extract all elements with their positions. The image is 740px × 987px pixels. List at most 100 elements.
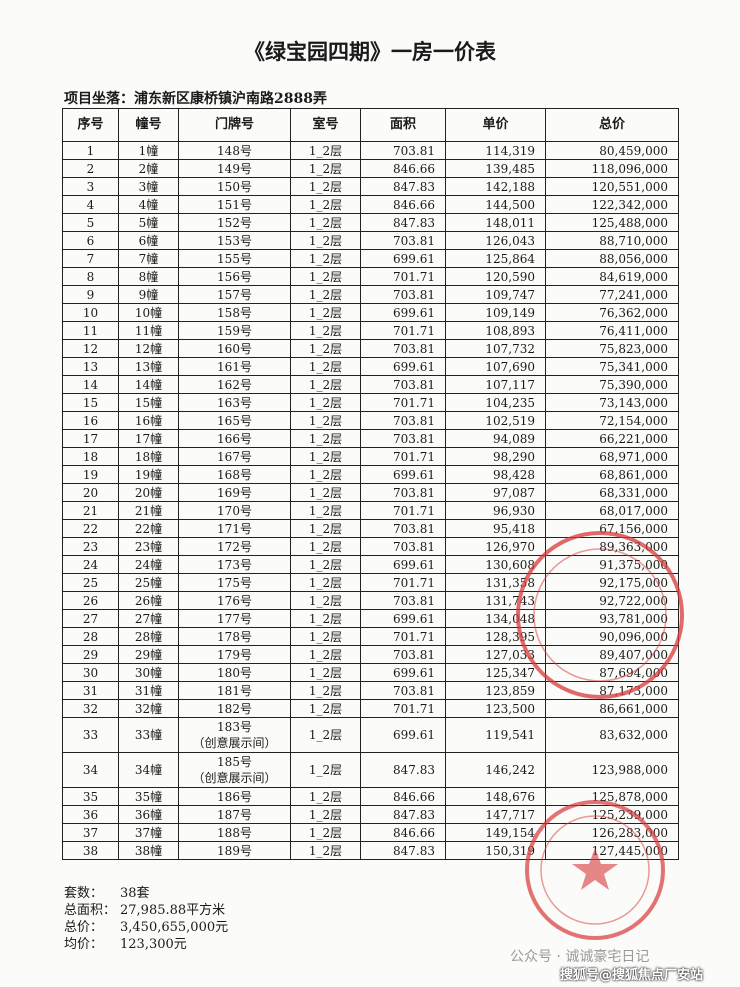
table-cell: 847.83	[360, 752, 446, 788]
table-cell: 6	[62, 231, 119, 250]
table-cell: 148,011	[445, 213, 546, 232]
summary-value: 3,450,655,000元	[120, 920, 229, 935]
table-cell: 16	[62, 411, 119, 430]
table-cell: 185号 （创意展示间）	[178, 752, 291, 788]
table-row: 27 27幢 177号 1_2层 699.61 134,048 93,781,000	[62, 609, 679, 628]
table-cell: 701.71	[360, 627, 446, 646]
table-cell: 125,864	[445, 249, 546, 268]
table-cell: 156号	[178, 267, 291, 286]
summary-value: 27,985.88平方米	[120, 903, 226, 918]
table-cell: 172号	[178, 537, 291, 556]
table-cell: 1_2层	[290, 501, 361, 520]
table-cell: 125,347	[445, 663, 546, 682]
table-cell: 699.61	[360, 663, 446, 682]
table-cell: 21幢	[118, 501, 179, 520]
table-cell: 68,017,000	[545, 501, 679, 520]
table-row: 31 31幢 181号 1_2层 703.81 123,859 87,173,000	[62, 681, 679, 700]
table-cell: 846.66	[360, 159, 446, 178]
table-cell: 120,551,000	[545, 177, 679, 196]
table-row: 14 14幢 162号 1_2层 703.81 107,117 75,390,000	[62, 375, 679, 394]
table-cell: 170号	[178, 501, 291, 520]
table-cell: 17幢	[118, 429, 179, 448]
table-cell: 703.81	[360, 429, 446, 448]
table-cell: 36	[62, 805, 119, 824]
table-cell: 123,500	[445, 699, 546, 718]
table-cell: 107,690	[445, 357, 546, 376]
table-cell: 66,221,000	[545, 429, 679, 448]
table-cell: 18	[62, 447, 119, 466]
table-cell: 36幢	[118, 805, 179, 824]
table-cell: 183号 （创意展示间）	[178, 717, 291, 753]
table-cell: 703.81	[360, 339, 446, 358]
table-cell: 24	[62, 555, 119, 574]
table-cell: 847.83	[360, 213, 446, 232]
header-cell: 幢号	[118, 108, 179, 142]
table-cell: 87,694,000	[545, 663, 679, 682]
table-cell: 37幢	[118, 823, 179, 842]
table-cell: 9幢	[118, 285, 179, 304]
table-cell: 1_2层	[290, 645, 361, 664]
table-cell: 699.61	[360, 249, 446, 268]
table-cell: 1_2层	[290, 823, 361, 842]
table-cell: 120,590	[445, 267, 546, 286]
table-cell: 29	[62, 645, 119, 664]
table-cell: 8幢	[118, 267, 179, 286]
header-row: 序号 幢号 门牌号 室号 面积 单价 总价	[62, 108, 679, 142]
table-row: 34 34幢 185号 （创意展示间） 1_2层 847.83 146,242 123,98…	[62, 752, 679, 788]
table-cell: 846.66	[360, 195, 446, 214]
table-cell: 1_2层	[290, 321, 361, 340]
table-cell: 114,319	[445, 141, 546, 160]
table-cell: 109,747	[445, 285, 546, 304]
table-cell: 126,043	[445, 231, 546, 250]
table-cell: 152号	[178, 213, 291, 232]
table-row: 19 19幢 168号 1_2层 699.61 98,428 68,861,000	[62, 465, 679, 484]
table-cell: 180号	[178, 663, 291, 682]
table-cell: 8	[62, 267, 119, 286]
table-cell: 108,893	[445, 321, 546, 340]
table-cell: 699.61	[360, 609, 446, 628]
table-cell: 1_2层	[290, 787, 361, 806]
table-cell: 21	[62, 501, 119, 520]
table-cell: 31	[62, 681, 119, 700]
watermark: 公众号 · 诚诚豪宅日记	[510, 949, 650, 965]
table-row: 22 22幢 171号 1_2层 703.81 95,418 67,156,000	[62, 519, 679, 538]
table-cell: 163号	[178, 393, 291, 412]
table-cell: 1_2层	[290, 752, 361, 788]
table-cell: 5幢	[118, 213, 179, 232]
table-cell: 134,048	[445, 609, 546, 628]
table-cell: 92,722,000	[545, 591, 679, 610]
table-cell: 27幢	[118, 609, 179, 628]
summary-line: 均价： 123,300元	[64, 936, 228, 953]
table-cell: 1_2层	[290, 591, 361, 610]
table-row: 9 9幢 157号 1_2层 703.81 109,747 77,241,000	[62, 285, 679, 304]
table-cell: 32	[62, 699, 119, 718]
table-cell: 150,319	[445, 841, 546, 860]
table-cell: 88,710,000	[545, 231, 679, 250]
table-cell: 38	[62, 841, 119, 860]
table-cell: 18幢	[118, 447, 179, 466]
table-cell: 703.81	[360, 519, 446, 538]
table-cell: 68,971,000	[545, 447, 679, 466]
table-cell: 13幢	[118, 357, 179, 376]
table-cell: 699.61	[360, 717, 446, 753]
table-row: 38 38幢 189号 1_2层 847.83 150,319 127,445,000	[62, 841, 679, 860]
table-cell: 22	[62, 519, 119, 538]
table-cell: 20幢	[118, 483, 179, 502]
table-cell: 703.81	[360, 645, 446, 664]
summary: 套数： 38套 总面积： 27,985.88平方米 总价： 3,450,655,000元均…	[64, 885, 228, 953]
table-cell: 701.71	[360, 447, 446, 466]
table-cell: 118,096,000	[545, 159, 679, 178]
table-cell: 1_2层	[290, 285, 361, 304]
table-cell: 7幢	[118, 249, 179, 268]
table-cell: 846.66	[360, 823, 446, 842]
table-cell: 7	[62, 249, 119, 268]
table-cell: 13	[62, 357, 119, 376]
summary-label: 套数：	[64, 886, 104, 901]
table-row: 37 37幢 188号 1_2层 846.66 149,154 126,283,000	[62, 823, 679, 842]
table-row: 5 5幢 152号 1_2层 847.83 148,011 125,488,000	[62, 213, 679, 232]
table-cell: 847.83	[360, 805, 446, 824]
table-row: 15 15幢 163号 1_2层 701.71 104,235 73,143,000	[62, 393, 679, 412]
table-cell: 127,033	[445, 645, 546, 664]
table-cell: 701.71	[360, 699, 446, 718]
